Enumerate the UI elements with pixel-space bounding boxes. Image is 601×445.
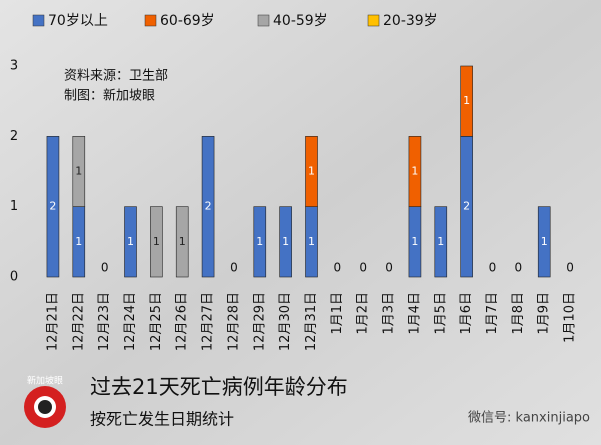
data-label: 1 bbox=[463, 94, 470, 107]
legend-label: 40-59岁 bbox=[273, 13, 328, 29]
bar-segment bbox=[124, 206, 137, 278]
bar-segment bbox=[305, 136, 318, 207]
data-label: 1 bbox=[411, 235, 418, 248]
data-label: 0 bbox=[101, 261, 109, 275]
data-label: 0 bbox=[334, 261, 342, 275]
bar-segment bbox=[279, 206, 292, 278]
y-tick-label: 0 bbox=[10, 270, 18, 285]
bar-segment bbox=[537, 206, 551, 278]
data-label: 2 bbox=[205, 200, 212, 213]
y-tick-label: 1 bbox=[10, 199, 18, 214]
bar-segment bbox=[408, 136, 422, 207]
x-tick-label: 12月25日 bbox=[149, 292, 164, 351]
data-label: 1 bbox=[256, 235, 263, 248]
legend-swatch bbox=[144, 14, 157, 27]
x-tick-label: 12月28日 bbox=[226, 292, 241, 351]
data-label: 2 bbox=[49, 200, 56, 213]
x-tick-label: 1月8日 bbox=[511, 292, 526, 335]
chart-title: 过去21天死亡病例年龄分布 bbox=[90, 375, 348, 399]
data-label: 0 bbox=[566, 261, 574, 275]
x-tick-label: 1月9日 bbox=[537, 292, 552, 335]
watermark: 微信号: kanxinjiapo bbox=[468, 411, 590, 426]
x-tick-label: 1月3日 bbox=[382, 292, 397, 335]
x-tick-label: 1月10日 bbox=[563, 292, 578, 343]
bar-segment bbox=[175, 206, 189, 278]
bar-segment bbox=[253, 206, 267, 278]
legend-label: 60-69岁 bbox=[160, 13, 215, 29]
x-tick-label: 12月24日 bbox=[123, 292, 138, 351]
data-label: 1 bbox=[282, 235, 289, 248]
data-label: 1 bbox=[308, 235, 315, 248]
data-label: 1 bbox=[179, 235, 186, 248]
credit-note: 制图：新加坡眼 bbox=[64, 88, 155, 104]
x-tick-label: 1月2日 bbox=[356, 292, 371, 335]
y-tick-label: 3 bbox=[10, 59, 18, 74]
y-tick-label: 2 bbox=[10, 129, 18, 144]
bar-segment bbox=[434, 206, 448, 278]
x-tick-label: 12月27日 bbox=[201, 292, 216, 351]
x-tick-label: 12月29日 bbox=[252, 292, 267, 351]
data-label: 0 bbox=[359, 261, 367, 275]
bar-segment bbox=[150, 206, 163, 278]
bar-segment bbox=[46, 136, 60, 278]
data-label: 0 bbox=[515, 261, 523, 275]
data-label: 1 bbox=[75, 165, 82, 178]
data-label: 1 bbox=[411, 165, 418, 178]
data-label: 1 bbox=[308, 165, 315, 178]
logo-text: 新加坡眼 bbox=[27, 375, 63, 387]
x-tick-label: 1月7日 bbox=[485, 292, 500, 335]
x-tick-label: 12月26日 bbox=[175, 292, 190, 351]
data-label: 0 bbox=[230, 261, 238, 275]
x-tick-label: 12月30日 bbox=[278, 292, 293, 351]
data-label: 1 bbox=[153, 235, 160, 248]
data-label: 1 bbox=[127, 235, 134, 248]
x-tick-label: 1月4日 bbox=[407, 292, 422, 335]
bar-segment bbox=[72, 136, 86, 207]
x-tick-label: 12月22日 bbox=[71, 292, 86, 351]
legend-swatch bbox=[32, 14, 45, 27]
data-label: 1 bbox=[541, 235, 548, 248]
logo-icon bbox=[38, 400, 52, 414]
x-tick-label: 12月23日 bbox=[97, 292, 112, 351]
x-tick-label: 12月31日 bbox=[304, 292, 319, 351]
x-tick-label: 12月21日 bbox=[45, 292, 60, 351]
bar-segment bbox=[460, 65, 473, 137]
data-label: 0 bbox=[489, 261, 497, 275]
chart-subtitle: 按死亡发生日期统计 bbox=[90, 410, 234, 429]
data-label: 1 bbox=[75, 235, 82, 248]
data-label: 2 bbox=[463, 200, 470, 213]
x-tick-label: 1月1日 bbox=[330, 292, 345, 335]
legend-swatch bbox=[257, 14, 270, 27]
legend-label: 70岁以上 bbox=[48, 13, 108, 29]
legend-swatch bbox=[367, 14, 380, 27]
data-label: 0 bbox=[385, 261, 393, 275]
bar-segment bbox=[201, 136, 215, 278]
x-tick-label: 1月5日 bbox=[433, 292, 448, 335]
x-tick-label: 1月6日 bbox=[459, 292, 474, 335]
data-label: 1 bbox=[437, 235, 444, 248]
legend-label: 20-39岁 bbox=[383, 13, 438, 29]
source-note: 资料来源：卫生部 bbox=[64, 69, 168, 84]
